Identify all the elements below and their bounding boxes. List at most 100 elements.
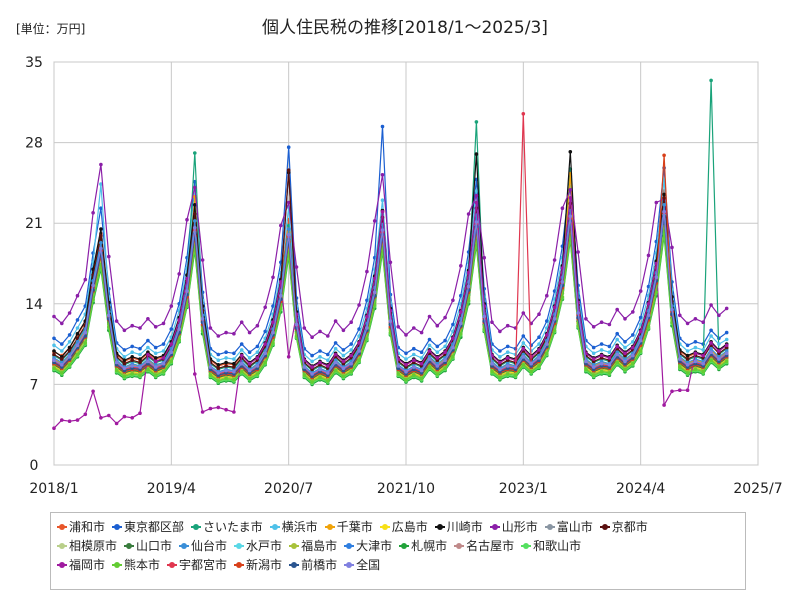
data-point xyxy=(459,310,463,314)
legend: 浦和市 東京都区部 さいたま市 横浜市 千葉市 広島市 川崎市 山形市 富山市 京都市 相模原市 山口… xyxy=(50,512,746,590)
legend-label: 富山市 xyxy=(556,520,593,534)
data-point xyxy=(404,351,408,356)
legend-marker xyxy=(491,523,498,530)
data-point xyxy=(146,338,150,343)
data-point xyxy=(591,325,596,329)
data-point xyxy=(224,407,228,412)
data-point xyxy=(709,350,713,355)
data-point xyxy=(177,318,181,322)
data-point xyxy=(685,357,690,361)
data-point xyxy=(185,289,189,293)
data-point xyxy=(99,182,103,186)
data-point xyxy=(67,363,72,367)
data-point xyxy=(138,411,142,416)
data-point xyxy=(60,349,64,353)
data-point xyxy=(490,361,494,366)
data-point xyxy=(670,307,674,312)
data-point xyxy=(341,353,346,358)
data-point xyxy=(584,367,588,372)
data-point xyxy=(380,124,385,129)
data-point xyxy=(662,403,666,407)
data-point xyxy=(459,321,463,326)
data-point xyxy=(638,338,643,343)
legend-swatch xyxy=(434,523,445,530)
data-point xyxy=(490,369,494,374)
data-point xyxy=(505,356,510,360)
legend-marker xyxy=(326,523,333,530)
legend-item: 川崎市 xyxy=(434,518,483,535)
data-point xyxy=(122,358,127,363)
data-point xyxy=(435,323,440,328)
data-point xyxy=(615,331,619,336)
data-point xyxy=(607,356,612,360)
legend-label: 福岡市 xyxy=(69,558,106,572)
data-point xyxy=(498,360,502,365)
data-point xyxy=(412,358,416,363)
data-point xyxy=(443,315,447,320)
legend-swatch xyxy=(489,523,500,530)
data-point xyxy=(333,319,338,323)
data-point xyxy=(169,342,174,346)
data-point xyxy=(247,361,252,366)
data-point xyxy=(505,350,510,355)
data-point xyxy=(99,162,103,167)
data-point xyxy=(701,348,705,352)
legend-marker xyxy=(193,523,200,530)
data-point xyxy=(193,219,197,223)
data-point xyxy=(333,360,338,365)
data-point xyxy=(427,349,432,353)
data-point xyxy=(161,369,166,374)
data-point xyxy=(60,357,64,361)
data-point xyxy=(599,361,604,366)
legend-marker xyxy=(546,523,553,530)
data-point xyxy=(607,350,612,355)
data-point xyxy=(193,151,197,155)
data-point xyxy=(435,350,440,355)
legend-swatch xyxy=(344,561,355,568)
data-point xyxy=(404,357,408,361)
data-point xyxy=(521,311,526,315)
data-point xyxy=(724,351,729,356)
legend-marker xyxy=(523,542,530,549)
data-point xyxy=(443,338,447,343)
data-point xyxy=(333,352,338,357)
data-point xyxy=(545,351,549,356)
data-point xyxy=(232,378,236,382)
data-point xyxy=(654,200,659,205)
data-point xyxy=(75,418,80,422)
legend-label: 水戸市 xyxy=(246,539,283,553)
data-point xyxy=(474,189,479,193)
data-point xyxy=(52,352,56,357)
legend-marker xyxy=(381,523,388,530)
x-tick-label: 2019/4 xyxy=(147,481,196,497)
chart-title: 個人住民税の推移[2018/1～2025/3] xyxy=(262,18,548,38)
legend-item: 水戸市 xyxy=(234,537,282,554)
data-point xyxy=(466,284,471,289)
data-point xyxy=(545,333,549,337)
data-point xyxy=(537,348,541,352)
data-point xyxy=(130,364,134,368)
data-point xyxy=(560,266,565,270)
data-point xyxy=(412,365,416,369)
x-tick-label: 2018/1 xyxy=(29,481,78,497)
data-point xyxy=(404,369,408,374)
data-point xyxy=(60,371,64,375)
data-point xyxy=(161,321,166,326)
data-point xyxy=(279,293,283,298)
data-point xyxy=(67,419,72,424)
data-point xyxy=(419,356,424,360)
data-point xyxy=(388,319,393,323)
data-point xyxy=(169,350,174,355)
legend-swatch xyxy=(124,542,135,549)
data-point xyxy=(380,173,385,177)
legend-label: 熊本市 xyxy=(124,558,161,572)
data-point xyxy=(200,317,205,321)
data-point xyxy=(247,350,252,355)
data-point xyxy=(451,336,455,341)
data-point xyxy=(122,355,127,359)
legend-marker xyxy=(126,542,133,549)
data-point xyxy=(435,356,440,360)
data-point xyxy=(271,330,275,335)
data-point xyxy=(419,361,424,366)
data-point xyxy=(474,120,479,124)
